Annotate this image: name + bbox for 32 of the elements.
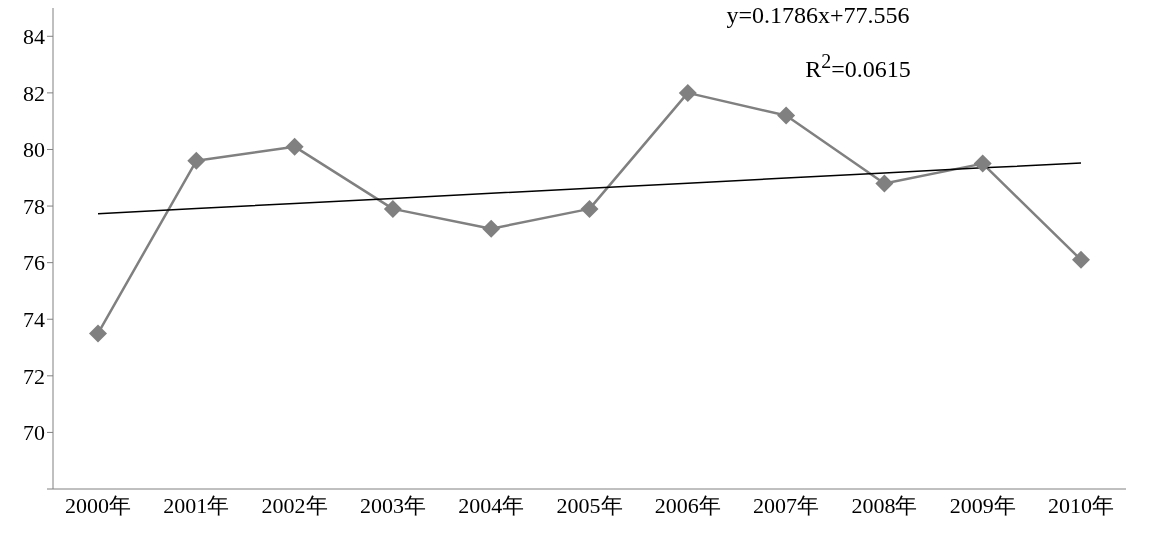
point (285, 137, 304, 156)
x-tick-label: 2010年 (1048, 492, 1114, 518)
x-tick-label: 2005年 (556, 492, 623, 518)
point (875, 174, 894, 193)
x-tick-label: 2007年 (753, 492, 820, 518)
x-tick-label: 2001年 (163, 492, 230, 518)
y-tick-label: 74 (23, 307, 45, 333)
x-tick-label: 2003年 (359, 492, 426, 518)
point (777, 106, 796, 125)
point (383, 199, 402, 218)
point (678, 83, 697, 102)
y-tick-label: 84 (23, 24, 45, 50)
x-tick-label: 2004年 (458, 492, 525, 518)
point (1072, 250, 1090, 269)
x-tick-label: 2009年 (949, 492, 1016, 518)
y-tick-label: 72 (23, 363, 45, 389)
point (89, 324, 107, 343)
point (187, 151, 206, 170)
point (482, 219, 501, 238)
y-tick-label: 80 (23, 137, 45, 163)
annotation: R$^{2}$=0.0615 (804, 50, 912, 83)
x-tick-label: 2000年 (65, 492, 131, 518)
y-tick-label: 70 (23, 420, 45, 446)
point (973, 154, 992, 173)
point (580, 199, 599, 218)
y-tick-label: 82 (23, 80, 45, 106)
x-tick-label: 2002年 (261, 492, 328, 518)
x-tick-label: 2008年 (851, 492, 918, 518)
y-tick-label: 78 (23, 193, 45, 219)
x-tick-label: 2006年 (654, 492, 721, 518)
y-tick-label: 76 (23, 250, 45, 276)
annotation: y=0.1786x+77.556 (725, 2, 911, 29)
